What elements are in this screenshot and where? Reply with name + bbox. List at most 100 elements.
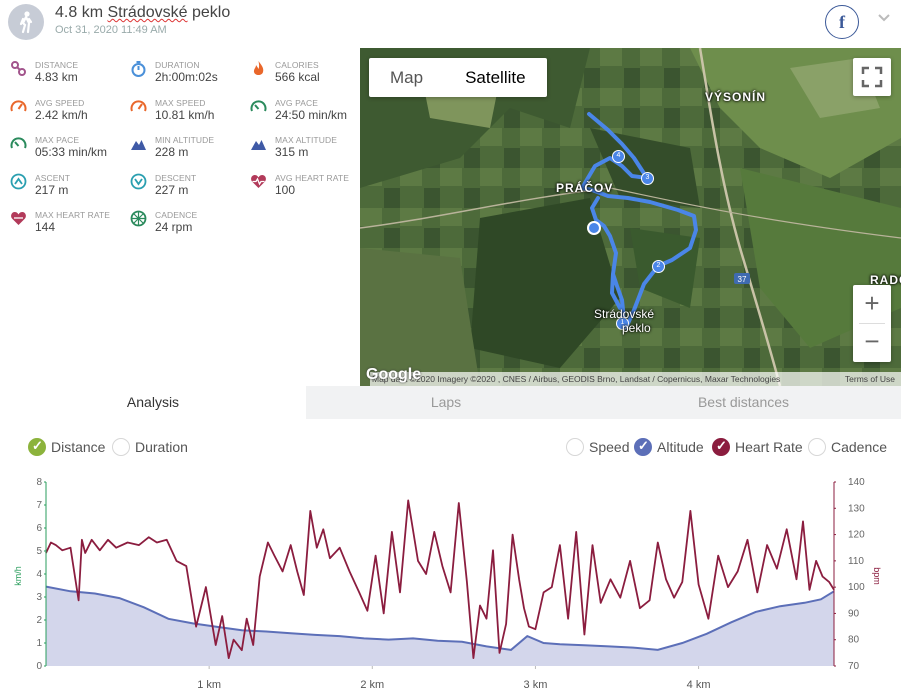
stat-value: 2h:00m:02s [155, 70, 218, 84]
y-right-tick-label: 100 [848, 582, 865, 593]
avatar[interactable] [8, 4, 44, 40]
stat-avg-heart-rate: AVG HEART RATE 100 [240, 161, 360, 197]
unchecked-circle-icon [566, 438, 584, 456]
attribution-background [370, 372, 901, 386]
toggle-label: Distance [51, 439, 106, 455]
toggle-duration[interactable]: Duration [112, 436, 188, 458]
stat-label: MAX PACE [35, 135, 80, 145]
y-right-tick-label: 110 [848, 556, 864, 567]
tab-laps[interactable]: Laps [306, 386, 586, 419]
chevron-down-icon[interactable] [877, 12, 891, 24]
stat-label: AVG SPEED [35, 97, 85, 108]
stat-cadence: CADENCE 24 rpm [120, 198, 240, 234]
facebook-share-button[interactable]: f [825, 5, 859, 39]
y-right-axis-label: bpm [872, 567, 882, 585]
unchecked-circle-icon [112, 438, 130, 456]
map-type-map-button[interactable]: Map [390, 68, 424, 87]
gauge-icon [250, 99, 267, 111]
title-rest: peklo [187, 4, 231, 21]
stat-distance: DISTANCE 4.83 km [0, 48, 120, 84]
toggle-heart-rate[interactable]: Heart Rate [712, 436, 803, 458]
header: 4.8 km Strádovské peklo Oct 31, 2020 11:… [0, 0, 901, 46]
zoom-control: + − [853, 285, 891, 362]
toggle-label: Cadence [831, 439, 888, 455]
flame-icon [253, 61, 264, 75]
stat-ascent: ASCENT 217 m [0, 161, 120, 197]
y-left-tick-label: 5 [36, 546, 42, 557]
stat-label: AVG HEART RATE [275, 172, 349, 183]
zoom-out-button[interactable]: − [864, 326, 880, 356]
stat-value: 228 m [155, 145, 189, 159]
stat-value: 2.42 km/h [35, 107, 88, 122]
stat-value: 10.81 km/h [155, 107, 215, 122]
stat-label: MAX HEART RATE [35, 210, 111, 220]
stopwatch-icon [131, 61, 146, 77]
tab-analysis[interactable]: Analysis [0, 386, 306, 419]
gauge-icon [10, 137, 27, 149]
place-label: peklo [622, 321, 651, 335]
stat-label: CALORIES [275, 60, 319, 70]
stat-value: 100 [275, 182, 296, 197]
y-left-tick-label: 6 [36, 523, 42, 534]
place-label: RADOČ [870, 273, 901, 287]
stat-label: ASCENT [35, 172, 71, 183]
route-marker-3[interactable]: 3 [641, 172, 654, 185]
stat-value: 217 m [35, 182, 69, 197]
altitude-line [45, 585, 835, 651]
attribution-text: Map data ©2020 Imagery ©2020 , CNES / Ai… [372, 374, 781, 384]
map-type-satellite-button[interactable]: Satellite [465, 68, 526, 87]
page-title: 4.8 km Strádovské peklo [55, 4, 230, 22]
stat-max-altitude: MAX ALTITUDE 315 m [240, 123, 360, 159]
place-label: Strádovské [594, 307, 655, 321]
route-marker-1[interactable]: 1 [616, 317, 629, 330]
stat-value: 315 m [275, 145, 309, 159]
route-marker-2[interactable]: 2 [652, 260, 665, 273]
toggle-distance[interactable]: Distance [28, 436, 105, 458]
stats-panel: DISTANCE 4.83 km DURATION 2h:00m:02s CALORIE… [0, 48, 360, 386]
stat-min-altitude: MIN ALTITUDE 228 m [120, 123, 240, 159]
stat-value: 144 [35, 220, 56, 234]
speedometer-icon [10, 99, 27, 111]
route-marker-4[interactable]: 4 [612, 150, 625, 163]
checked-circle-icon [712, 438, 730, 456]
zoom-in-button[interactable]: + [864, 288, 880, 318]
toggle-cadence[interactable]: Cadence [808, 436, 887, 458]
title-name: Strádovské [107, 4, 188, 21]
y-left-tick-label: 8 [36, 477, 42, 488]
fullscreen-icon [861, 66, 883, 88]
stat-value: 566 kcal [275, 70, 320, 84]
toggle-label: Speed [589, 439, 630, 455]
start-pin-icon[interactable] [587, 221, 601, 235]
stat-label: DURATION [155, 60, 200, 70]
speedometer-icon [130, 99, 147, 111]
y-left-tick-label: 0 [36, 661, 42, 672]
x-tick-label: 1 km [197, 679, 221, 691]
hiker-icon [19, 11, 33, 34]
place-label: VÝSONÍN [705, 90, 767, 104]
stat-max-pace: MAX PACE 05:33 min/km [0, 123, 120, 159]
google-logo[interactable]: Google [366, 366, 422, 383]
stat-avg-speed: AVG SPEED 2.42 km/h [0, 86, 120, 122]
analysis-chart: 0 1 2 3 4 5 6 7 8 70 80 90 100 110 120 130 140 1 km 2 km 3 … [0, 470, 901, 697]
stat-value: 4.83 km [35, 70, 78, 84]
facebook-icon: f [839, 11, 845, 32]
stat-value: 24:50 min/km [275, 107, 348, 122]
toggle-altitude[interactable]: Altitude [634, 436, 704, 458]
checked-circle-icon [634, 438, 652, 456]
y-right-tick-label: 130 [848, 503, 865, 514]
road-number-label: 37 [738, 275, 747, 284]
tab-best-distances[interactable]: Best distances [586, 386, 901, 419]
toggle-label: Altitude [657, 439, 704, 455]
fullscreen-button[interactable] [853, 58, 891, 96]
checked-circle-icon [28, 438, 46, 456]
place-label: PRÁČOV [556, 181, 614, 195]
map-type-toggle: Map Satellite [369, 58, 547, 97]
workout-date: Oct 31, 2020 11:49 AM [55, 24, 167, 36]
heart-rate-icon [251, 174, 266, 188]
toggle-speed[interactable]: Speed [566, 436, 629, 458]
altitude-area [46, 586, 834, 666]
route-icon [11, 61, 26, 76]
terms-of-use-link[interactable]: Terms of Use [844, 374, 895, 384]
